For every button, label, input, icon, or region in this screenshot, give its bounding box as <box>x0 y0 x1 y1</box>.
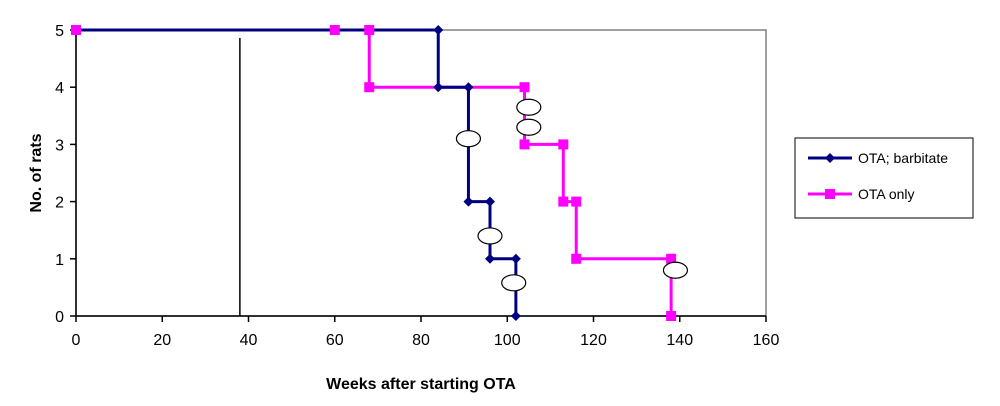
data-point-square <box>825 189 835 199</box>
data-point-square <box>364 82 375 93</box>
series-0-markers <box>433 25 521 321</box>
x-tick-label: 140 <box>666 332 693 349</box>
data-point-diamond <box>433 82 444 93</box>
plot-area <box>75 29 767 317</box>
legend-box <box>794 137 974 219</box>
x-tick-label: 80 <box>412 332 430 349</box>
x-tick-label: 20 <box>153 332 171 349</box>
data-point-diamond <box>485 196 495 207</box>
censor-mark <box>662 261 689 279</box>
censor-mark <box>516 98 542 116</box>
data-point-square <box>666 311 677 321</box>
censor-layer <box>455 98 689 292</box>
data-point-square <box>558 196 569 207</box>
legend: OTA; barbitate OTA only <box>794 137 974 219</box>
y-tick-label: 1 <box>55 252 64 269</box>
legend-label: OTA only <box>858 186 915 202</box>
y-tick-label: 2 <box>55 195 64 212</box>
data-point-diamond <box>433 25 444 35</box>
x-tick-label: 100 <box>494 332 521 349</box>
data-point-square <box>364 25 375 35</box>
data-point-diamond <box>485 253 495 264</box>
data-point-diamond <box>825 153 835 163</box>
legend-label: OTA; barbitate <box>858 150 948 166</box>
data-point-square <box>571 196 582 207</box>
data-point-diamond <box>510 253 521 264</box>
censor-mark <box>455 130 482 148</box>
axes-layer: 0 1 2 3 4 5 0 20 40 60 80 100 120 140 160 <box>55 23 779 349</box>
x-tick-label: 0 <box>72 332 81 349</box>
y-tick-label: 3 <box>55 137 64 154</box>
x-tick-label: 120 <box>580 332 607 349</box>
censor-mark <box>516 118 542 136</box>
data-point-diamond <box>463 196 474 207</box>
x-axis-title: Weeks after starting OTA <box>326 376 516 393</box>
x-tick-label: 60 <box>326 332 344 349</box>
data-point-square <box>571 253 582 264</box>
y-tick-label: 5 <box>55 23 64 40</box>
data-point-square <box>558 139 569 150</box>
data-point-square <box>666 253 677 264</box>
legend-items: OTA; barbitate OTA only <box>808 150 948 202</box>
censor-mark <box>501 274 527 292</box>
data-point-diamond <box>510 311 521 321</box>
x-tick-label: 160 <box>753 332 780 349</box>
censor-mark <box>477 227 503 245</box>
series-layer <box>71 25 677 321</box>
y-axis-title: No. of rats <box>28 133 45 212</box>
series-1-markers <box>71 25 677 321</box>
data-point-square <box>329 25 340 35</box>
y-tick-label: 0 <box>55 309 64 326</box>
y-tick-label: 4 <box>55 80 64 97</box>
data-point-diamond <box>463 82 474 93</box>
data-point-square <box>71 25 81 35</box>
data-point-square <box>519 82 530 93</box>
data-point-square <box>519 139 530 150</box>
x-tick-label: 40 <box>240 332 258 349</box>
